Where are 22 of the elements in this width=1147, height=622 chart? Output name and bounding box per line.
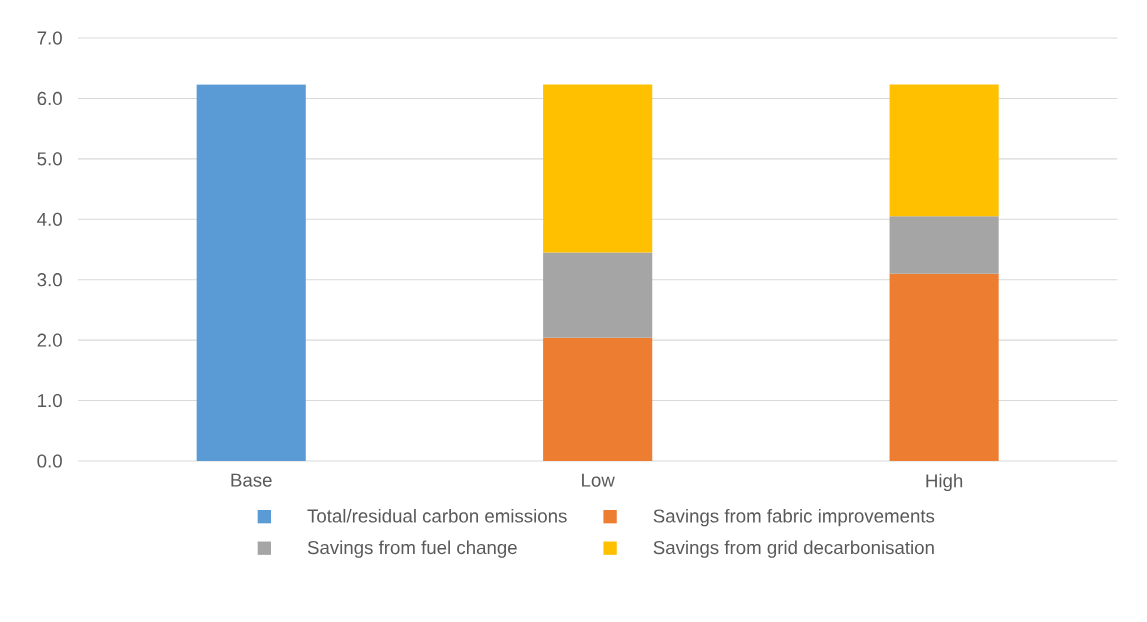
bar: [543, 84, 653, 253]
y-tick-label: 7.0: [37, 31, 62, 45]
y-tick-label: 5.0: [37, 152, 62, 166]
bar: [196, 84, 306, 461]
legend-label: Total/residual carbon emissions: [307, 508, 567, 523]
x-tick-label: Low: [582, 473, 615, 487]
bar: [889, 273, 999, 461]
y-tick-label: 2.0: [37, 333, 62, 347]
x-tick-label: Base: [231, 473, 272, 487]
bar: [889, 84, 999, 217]
legend-label: Savings from fuel change: [307, 540, 517, 558]
bar: [889, 216, 999, 274]
y-tick-label: 0.0: [37, 454, 62, 468]
y-tick-label: 1.0: [38, 393, 62, 408]
y-tick-label: 3.0: [37, 273, 62, 287]
bar: [543, 337, 653, 461]
y-tick-label: 6.0: [37, 91, 62, 106]
x-tick-label: High: [926, 473, 963, 492]
y-tick-label: 4.0: [37, 212, 62, 226]
bar: [543, 252, 653, 338]
legend-label: Savings from grid decarbonisation: [653, 540, 934, 558]
legend-label: Savings from fabric improvements: [653, 508, 935, 527]
